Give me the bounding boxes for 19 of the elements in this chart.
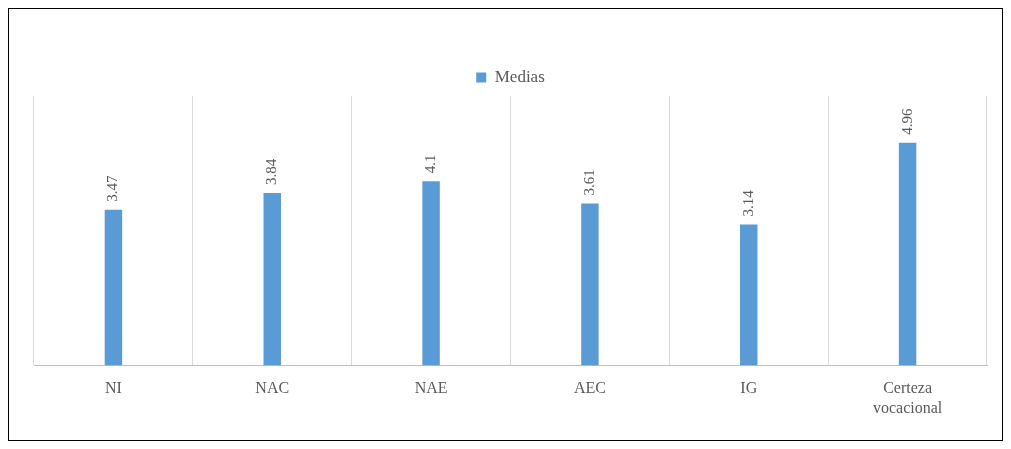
x-tick-label: NAC [255,379,290,397]
bar [422,181,440,366]
x-tick-label: Certeza vocacional [872,379,943,416]
x-tick-label: NAE [414,379,448,397]
data-label: 3.84 [263,158,280,186]
bar [740,224,758,366]
legend-label: Medias [494,66,545,86]
bar [581,203,599,366]
x-tick-label: IG [740,379,758,397]
data-label: 3.14 [739,189,756,217]
x-tick-label: NI [104,379,122,397]
bar [898,142,917,366]
bar [263,193,281,366]
data-label: 3.47 [104,174,121,202]
data-label: 4.96 [898,107,915,135]
data-label: 4.1 [422,154,439,174]
data-label: 3.61 [580,169,597,196]
bar [104,209,123,366]
x-tick-label: AEC [573,379,606,397]
